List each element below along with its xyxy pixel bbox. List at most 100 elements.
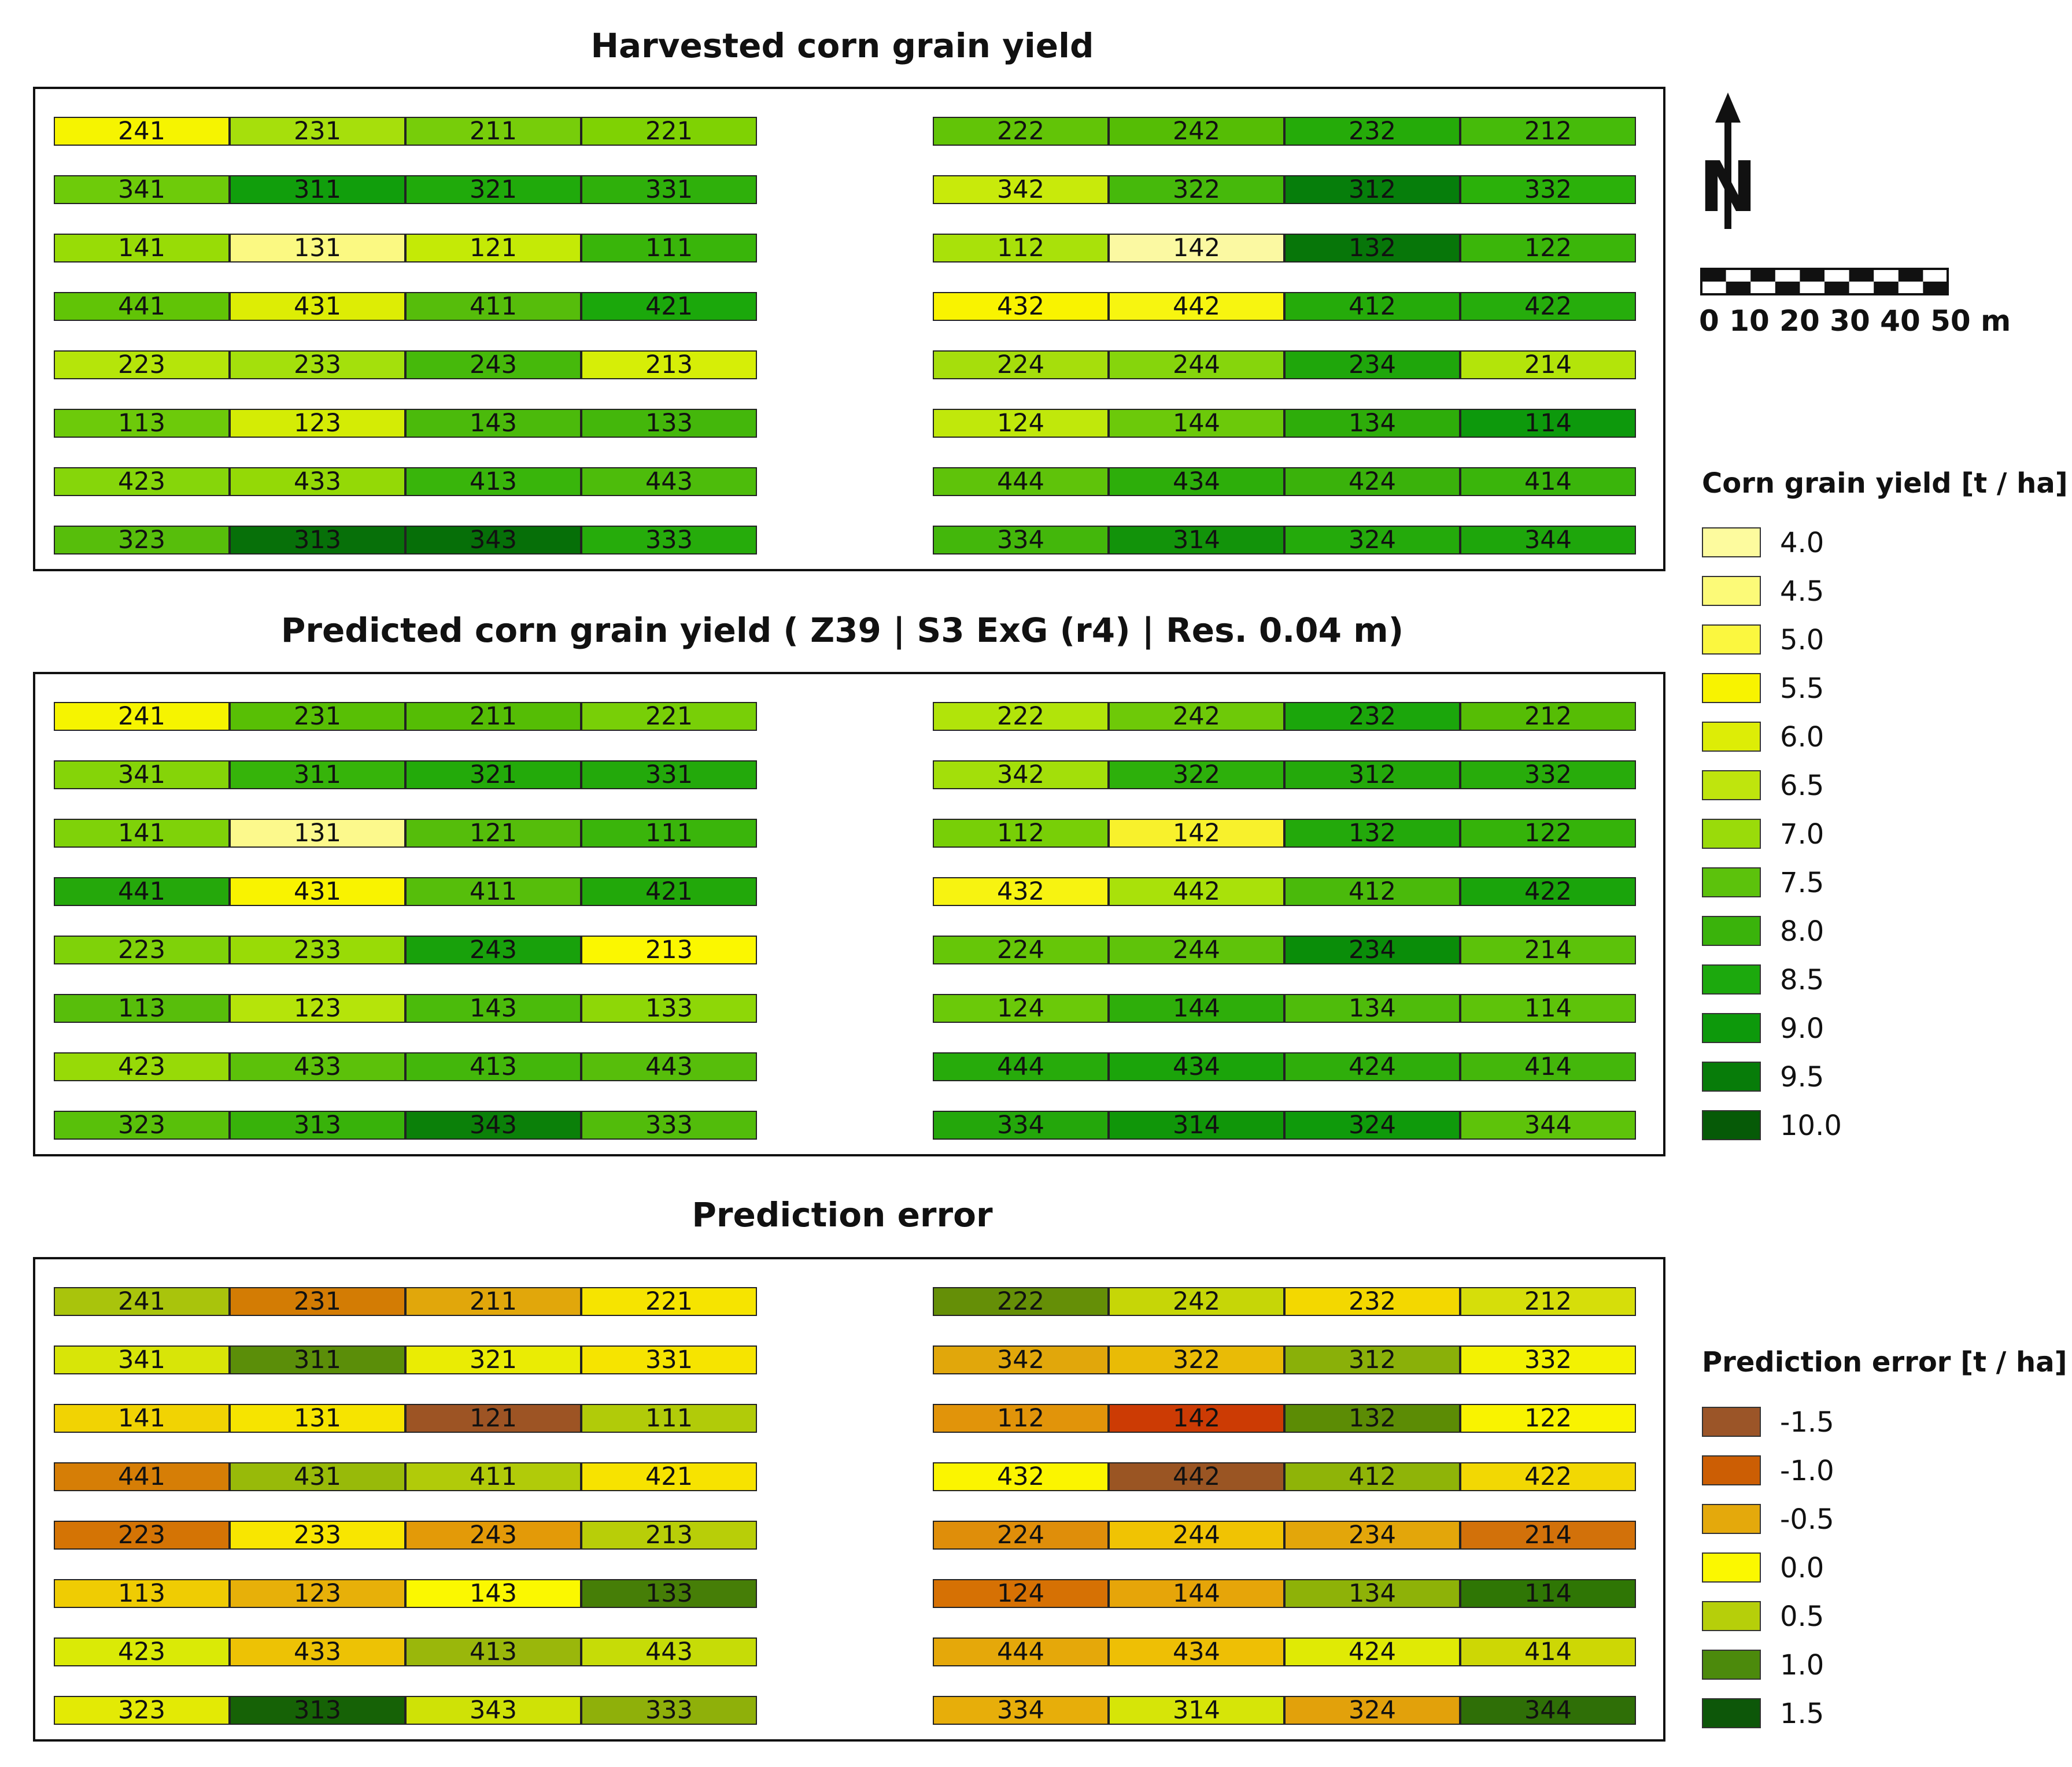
plot-141: 141 — [54, 819, 230, 848]
legend-error-item: -1.5 — [1702, 1407, 2026, 1438]
plot-111: 111 — [581, 1404, 757, 1433]
plot-331: 331 — [581, 175, 757, 204]
plot-444: 444 — [933, 1637, 1109, 1666]
plot-322: 322 — [1109, 1345, 1284, 1374]
plot-414: 414 — [1460, 1052, 1636, 1081]
plot-222: 222 — [933, 702, 1109, 731]
plot-214: 214 — [1460, 350, 1636, 379]
plot-211: 211 — [405, 702, 581, 731]
plot-432: 432 — [933, 877, 1109, 906]
plot-114: 114 — [1460, 994, 1636, 1023]
plot-244: 244 — [1109, 936, 1284, 964]
plot-321: 321 — [405, 760, 581, 789]
north-arrow-icon: N — [1699, 93, 1757, 229]
legend-yield-item: 9.0 — [1702, 1013, 2026, 1044]
plot-221: 221 — [581, 702, 757, 731]
plot-334: 334 — [933, 1111, 1109, 1140]
plot-234: 234 — [1284, 350, 1460, 379]
legend-label: 0.5 — [1780, 1600, 1824, 1633]
plot-223: 223 — [54, 1521, 230, 1550]
plot-442: 442 — [1109, 1462, 1284, 1491]
plot-242: 242 — [1109, 117, 1284, 146]
plot-144: 144 — [1109, 1579, 1284, 1608]
plot-143: 143 — [405, 994, 581, 1023]
legend-yield-item: 6.0 — [1702, 722, 2026, 753]
plot-433: 433 — [230, 1637, 405, 1666]
legend-swatch — [1702, 624, 1761, 655]
plot-434: 434 — [1109, 1637, 1284, 1666]
plot-212: 212 — [1460, 117, 1636, 146]
plot-424: 424 — [1284, 467, 1460, 496]
plot-323: 323 — [54, 1111, 230, 1140]
plot-344: 344 — [1460, 526, 1636, 555]
north-label: N — [1699, 147, 1757, 228]
plot-112: 112 — [933, 1404, 1109, 1433]
plot-221: 221 — [581, 1287, 757, 1316]
plot-314: 314 — [1109, 1111, 1284, 1140]
legend-swatch — [1702, 1062, 1761, 1092]
plot-314: 314 — [1109, 526, 1284, 555]
plot-243: 243 — [405, 936, 581, 964]
plot-111: 111 — [581, 234, 757, 263]
legend-yield-item: 4.0 — [1702, 527, 2026, 559]
legend-swatch — [1702, 916, 1761, 946]
plot-313: 313 — [230, 1111, 405, 1140]
plot-334: 334 — [933, 1696, 1109, 1725]
legend-yield-item: 7.0 — [1702, 819, 2026, 850]
plot-112: 112 — [933, 234, 1109, 263]
title-predicted: Predicted corn grain yield ( Z39 | S3 Ex… — [280, 611, 1404, 650]
legend-label: 4.0 — [1780, 527, 1824, 559]
plot-214: 214 — [1460, 1521, 1636, 1550]
plot-423: 423 — [54, 1637, 230, 1666]
plot-123: 123 — [230, 994, 405, 1023]
plot-313: 313 — [230, 526, 405, 555]
plot-322: 322 — [1109, 760, 1284, 789]
plot-312: 312 — [1284, 175, 1460, 204]
map-error: 241 231 211 221 222 242 232 212 341 311 321 331 342 3… — [33, 1257, 1665, 1742]
legend-swatch — [1702, 527, 1761, 557]
plot-421: 421 — [581, 877, 757, 906]
legend-swatch — [1702, 1504, 1761, 1534]
legend-error-item: 0.0 — [1702, 1552, 2026, 1584]
plot-124: 124 — [933, 994, 1109, 1023]
plot-142: 142 — [1109, 234, 1284, 263]
plot-234: 234 — [1284, 1521, 1460, 1550]
plot-334: 334 — [933, 526, 1109, 555]
plot-113: 113 — [54, 994, 230, 1023]
plot-132: 132 — [1284, 819, 1460, 848]
plot-244: 244 — [1109, 1521, 1284, 1550]
plot-243: 243 — [405, 350, 581, 379]
legend-label: 7.5 — [1780, 867, 1824, 899]
plot-442: 442 — [1109, 877, 1284, 906]
plot-443: 443 — [581, 467, 757, 496]
plot-433: 433 — [230, 1052, 405, 1081]
plot-221: 221 — [581, 117, 757, 146]
title-error: Prediction error — [692, 1195, 993, 1234]
plot-422: 422 — [1460, 877, 1636, 906]
legend-yield-item: 6.5 — [1702, 770, 2026, 801]
plot-411: 411 — [405, 1462, 581, 1491]
plot-233: 233 — [230, 1521, 405, 1550]
plot-414: 414 — [1460, 467, 1636, 496]
plot-342: 342 — [933, 760, 1109, 789]
plot-131: 131 — [230, 1404, 405, 1433]
plot-241: 241 — [54, 1287, 230, 1316]
legend-label: 6.0 — [1780, 721, 1824, 753]
legend-error-item: -1.0 — [1702, 1455, 2026, 1487]
plot-321: 321 — [405, 1345, 581, 1374]
plot-333: 333 — [581, 526, 757, 555]
legend-swatch — [1702, 1110, 1761, 1140]
plot-121: 121 — [405, 234, 581, 263]
plot-213: 213 — [581, 936, 757, 964]
legend-swatch — [1702, 1455, 1761, 1485]
plot-423: 423 — [54, 467, 230, 496]
plot-424: 424 — [1284, 1637, 1460, 1666]
plot-421: 421 — [581, 1462, 757, 1491]
plot-424: 424 — [1284, 1052, 1460, 1081]
plot-422: 422 — [1460, 1462, 1636, 1491]
legend-error-item: 1.0 — [1702, 1650, 2026, 1681]
plot-423: 423 — [54, 1052, 230, 1081]
plot-413: 413 — [405, 467, 581, 496]
plot-444: 444 — [933, 467, 1109, 496]
legend-yield-item: 5.0 — [1702, 624, 2026, 656]
